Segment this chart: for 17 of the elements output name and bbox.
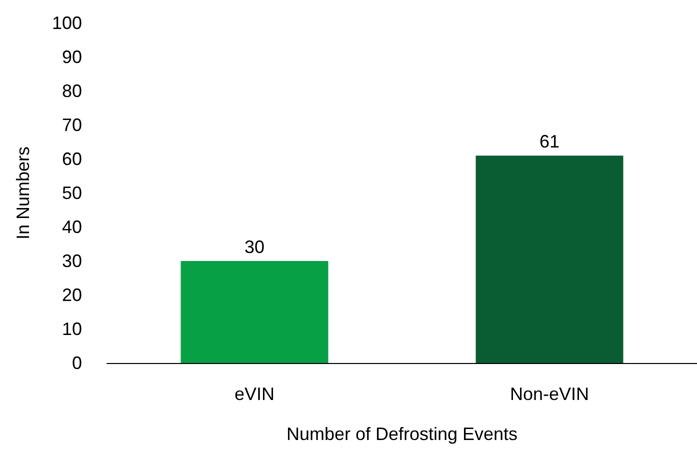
y-tick-label: 60 [62,149,82,169]
y-tick-label: 10 [62,319,82,339]
x-tick-label: eVIN [234,384,275,404]
y-tick-label: 70 [62,115,82,135]
y-tick-label: 80 [62,81,82,101]
y-tick-label: 0 [72,353,82,373]
data-label: 61 [539,132,560,152]
x-axis-title: Number of Defrosting Events [286,424,518,444]
y-tick-label: 30 [62,251,82,271]
x-tick-label: Non-eVIN [510,384,590,404]
y-tick-label: 100 [52,13,82,33]
y-tick-label: 90 [62,47,82,67]
data-label: 30 [244,237,265,257]
y-tick-label: 20 [62,285,82,305]
y-axis-title: In Numbers [13,146,33,240]
y-tick-label: 50 [62,183,82,203]
y-tick-label: 40 [62,217,82,237]
